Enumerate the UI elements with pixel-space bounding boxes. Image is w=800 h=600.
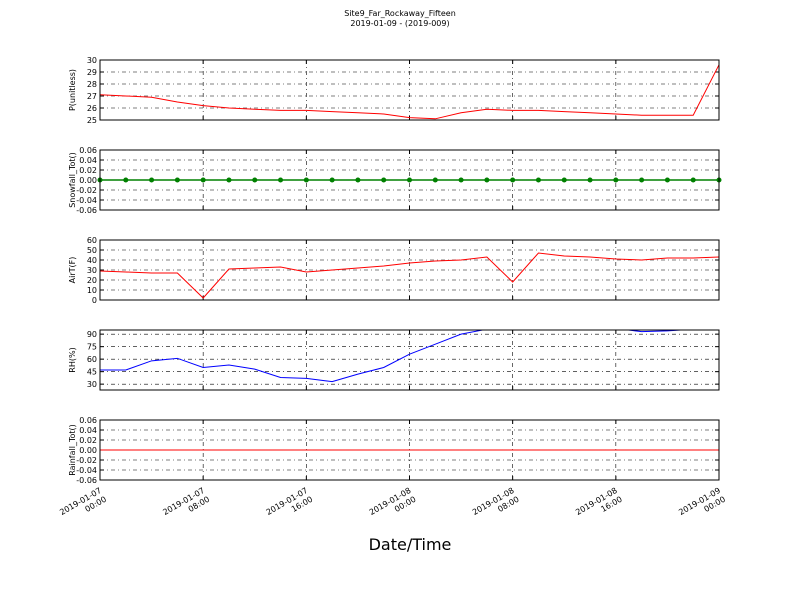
data-line [100, 252, 719, 299]
data-marker [510, 177, 516, 183]
y-tick-label: 10 [87, 286, 97, 295]
y-tick-label: 75 [87, 343, 97, 352]
axes-frame [99, 329, 720, 391]
y-tick-label: 0.04 [79, 156, 97, 165]
y-axis-label: P(unitless) [68, 69, 77, 111]
y-tick-label: 29 [87, 68, 97, 77]
data-marker [303, 177, 309, 183]
x-axis-label: Date/Time [369, 535, 452, 554]
data-marker [432, 177, 438, 183]
y-tick-label: 0.02 [79, 436, 97, 445]
data-marker [535, 177, 541, 183]
y-tick-label: 30 [87, 56, 97, 65]
y-tick-label: 50 [87, 246, 97, 255]
axes-frame [99, 419, 720, 481]
y-tick-label: 45 [87, 368, 97, 377]
data-marker [484, 177, 490, 183]
y-tick-label: 25 [87, 116, 97, 125]
y-tick-label: 0.02 [79, 166, 97, 175]
y-tick-label: 28 [87, 80, 97, 89]
y-tick-label: 0.06 [79, 146, 97, 155]
data-marker [458, 177, 464, 183]
data-marker [613, 177, 619, 183]
y-tick-label: -0.02 [76, 186, 97, 195]
y-tick-label: 40 [87, 256, 97, 265]
y-tick-label: 0 [92, 296, 97, 305]
y-tick-label: -0.02 [76, 456, 97, 465]
data-marker [278, 177, 284, 183]
data-marker [329, 177, 335, 183]
y-tick-label: 26 [87, 104, 97, 113]
y-tick-label: 30 [87, 266, 97, 275]
data-marker [381, 177, 387, 183]
y-axis-label: Snowfall_Tot() [68, 152, 77, 208]
data-marker [587, 177, 593, 183]
y-tick-label: 60 [87, 355, 97, 364]
axes-frame [99, 239, 720, 301]
y-tick-label: 60 [87, 236, 97, 245]
y-tick-label: -0.06 [76, 476, 97, 485]
figure-subtitle: 2019-01-09 - (2019-009) [350, 19, 449, 28]
data-marker [690, 177, 696, 183]
y-tick-label: -0.04 [76, 466, 97, 475]
y-tick-label: 0.00 [79, 176, 97, 185]
data-marker [149, 177, 155, 183]
data-marker [407, 177, 412, 183]
data-marker [252, 177, 258, 183]
data-marker [174, 177, 180, 183]
y-axis-label: RH(%) [68, 347, 77, 372]
data-marker [123, 177, 129, 183]
data-line [100, 64, 719, 120]
data-marker [639, 177, 645, 183]
data-marker [226, 177, 232, 183]
y-tick-label: 0.00 [79, 446, 97, 455]
data-marker [200, 177, 206, 183]
axes-frame [99, 59, 720, 121]
y-tick-label: 27 [87, 92, 97, 101]
axes-frame [99, 149, 720, 211]
y-tick-label: -0.06 [76, 206, 97, 215]
data-line [100, 330, 689, 383]
y-tick-label: 0.04 [79, 426, 97, 435]
y-axis-label: AirT(F) [68, 257, 77, 284]
y-tick-label: 30 [87, 380, 97, 389]
data-marker [561, 177, 567, 183]
y-axis-label: Rainfall_Tot() [68, 424, 77, 476]
data-marker [355, 177, 361, 183]
y-tick-label: 90 [87, 330, 97, 339]
figure-title: Site9_Far_Rockaway_Fifteen [344, 9, 456, 18]
data-marker [664, 177, 670, 183]
y-tick-label: 20 [87, 276, 97, 285]
y-tick-label: -0.04 [76, 196, 97, 205]
y-tick-label: 0.06 [79, 416, 97, 425]
